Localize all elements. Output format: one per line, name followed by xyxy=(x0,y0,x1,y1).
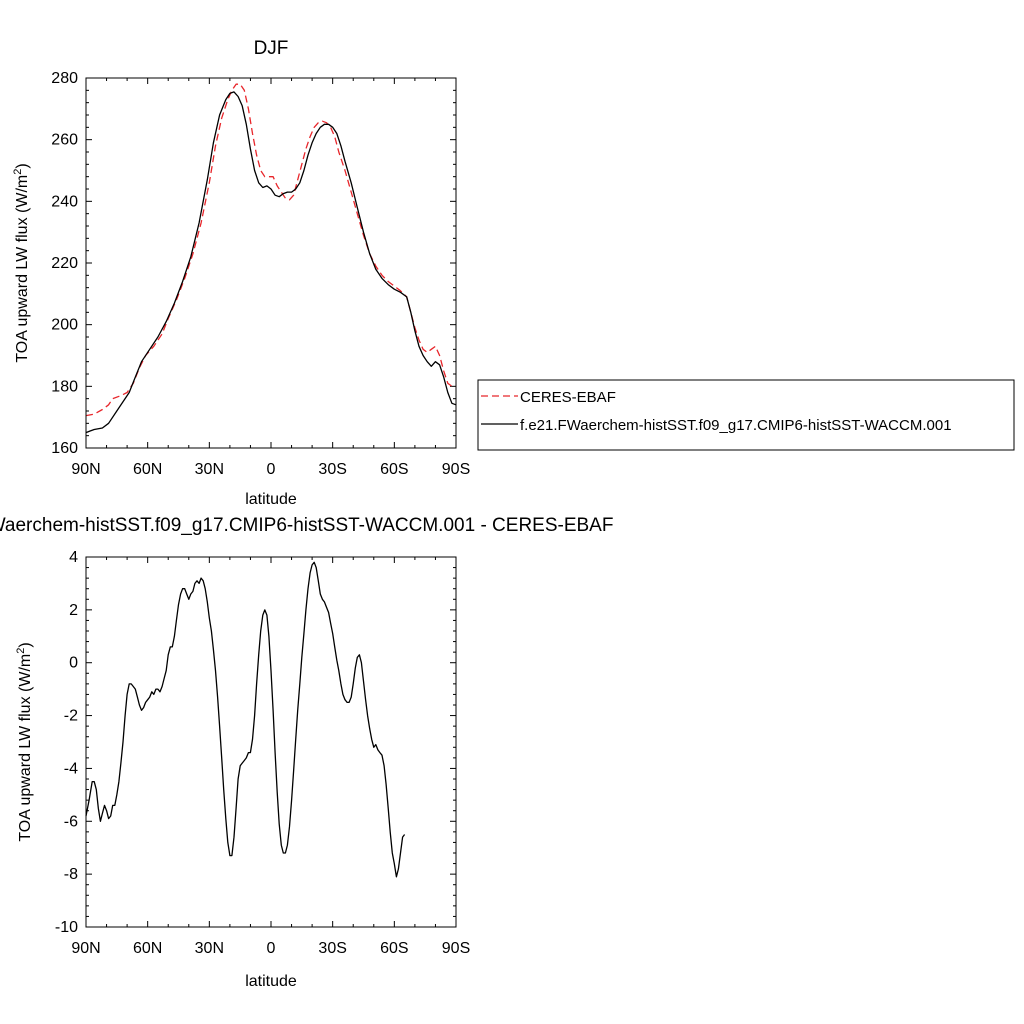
bottom-chart-x-tick-label: 60S xyxy=(380,940,408,957)
top-chart-y-tick-label: 200 xyxy=(51,317,78,334)
top-chart-series-line-1 xyxy=(85,91,457,434)
bottom-chart-title: f.e21.FWaerchem-histSST.f09_g17.CMIP6-hi… xyxy=(0,515,613,536)
top-chart-y-axis-label-tail: ) xyxy=(14,163,31,168)
bottom-chart-series xyxy=(85,561,406,878)
top-chart-ticks xyxy=(85,77,457,449)
bottom-chart-x-tick-label: 60N xyxy=(133,940,162,957)
top-chart-y-tick-label: 220 xyxy=(51,255,78,272)
bottom-chart-y-axis-label-sup: 2 xyxy=(15,648,27,654)
top-chart-y-tick-label: 180 xyxy=(51,378,78,395)
top-chart-x-tick-label: 0 xyxy=(267,461,276,478)
top-chart-x-tick-label: 60S xyxy=(380,461,408,478)
bottom-chart-y-axis-label: TOA upward LW flux (W/m2) xyxy=(15,642,34,841)
bottom-chart-x-tick-label: 30S xyxy=(318,940,346,957)
legend-label-ceres: CERES-EBAF xyxy=(520,389,616,406)
top-chart-x-tick-labels: 90N 60N 30N 0 30S 60S 90S xyxy=(71,461,470,478)
bottom-chart-x-tick-label: 90N xyxy=(71,940,100,957)
top-chart-y-tick-label: 240 xyxy=(51,193,78,210)
top-chart-y-tick-labels: 160 180 200 220 240 260 280 xyxy=(51,70,78,457)
top-chart-y-tick-label: 280 xyxy=(51,70,78,87)
top-chart-y-tick-label: 160 xyxy=(51,440,78,457)
top-chart-x-tick-label: 30S xyxy=(318,461,346,478)
bottom-chart-y-axis-label-main: TOA upward LW flux (W/m xyxy=(17,654,34,842)
top-chart-x-tick-label: 90S xyxy=(442,461,470,478)
bottom-chart-x-tick-label: 90S xyxy=(442,940,470,957)
bottom-chart-frame xyxy=(85,556,457,928)
top-chart-x-tick-label: 30N xyxy=(195,461,224,478)
top-chart-series-line-0 xyxy=(85,83,456,417)
bottom-chart-series-line-0 xyxy=(85,561,406,878)
bottom-chart-y-axis-label-tail: ) xyxy=(17,642,34,647)
bottom-chart-y-tick-label: -4 xyxy=(64,760,78,777)
top-chart-y-tick-label: 260 xyxy=(51,132,78,149)
bottom-chart-x-tick-label: 30N xyxy=(195,940,224,957)
top-chart-y-axis-label-sup: 2 xyxy=(12,169,24,175)
top-chart-y-axis-label-main: TOA upward LW flux (W/m xyxy=(14,175,31,363)
bottom-chart-y-tick-label: 2 xyxy=(69,602,78,619)
bottom-chart-x-tick-labels: 90N 60N 30N 0 30S 60S 90S xyxy=(71,940,470,957)
bottom-chart-panel: f.e21.FWaerchem-histSST.f09_g17.CMIP6-hi… xyxy=(0,515,613,990)
legend-box xyxy=(477,379,1015,451)
top-chart-frame xyxy=(85,77,457,449)
bottom-chart-y-tick-label: 4 xyxy=(69,549,78,566)
bottom-chart-y-tick-label: -10 xyxy=(55,919,78,936)
bottom-chart-y-tick-label: -2 xyxy=(64,708,78,725)
bottom-chart-ticks xyxy=(85,556,457,928)
legend-label-model: f.e21.FWaerchem-histSST.f09_g17.CMIP6-hi… xyxy=(520,417,952,434)
top-chart-panel: DJF 90N 60N 30N 0 30S 60S 90S 160 180 200 220 240 2… xyxy=(12,38,470,508)
top-chart-y-axis-label: TOA upward LW flux (W/m2) xyxy=(12,163,31,362)
top-chart-title: DJF xyxy=(254,38,289,59)
top-chart-x-axis-label: latitude xyxy=(245,491,297,508)
top-chart-series xyxy=(85,83,457,434)
top-chart-x-tick-label: 90N xyxy=(71,461,100,478)
bottom-chart-x-tick-label: 0 xyxy=(267,940,276,957)
bottom-chart-y-tick-labels: -10 -8 -6 -4 -2 0 2 4 xyxy=(55,549,78,936)
top-chart-x-tick-label: 60N xyxy=(133,461,162,478)
bottom-chart-x-axis-label: latitude xyxy=(245,973,297,990)
bottom-chart-y-tick-label: -8 xyxy=(64,866,78,883)
bottom-chart-y-tick-label: 0 xyxy=(69,655,78,672)
legend: CERES-EBAF f.e21.FWaerchem-histSST.f09_g… xyxy=(477,379,1015,451)
bottom-chart-y-tick-label: -6 xyxy=(64,813,78,830)
